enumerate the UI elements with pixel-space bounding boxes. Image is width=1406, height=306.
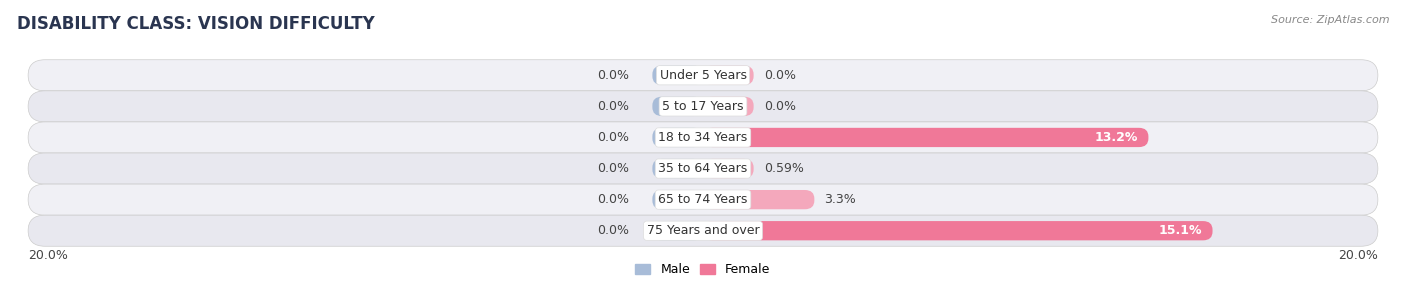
FancyBboxPatch shape	[28, 215, 1378, 246]
Text: 0.59%: 0.59%	[763, 162, 804, 175]
Legend: Male, Female: Male, Female	[631, 259, 775, 280]
FancyBboxPatch shape	[703, 66, 754, 85]
Text: 0.0%: 0.0%	[596, 162, 628, 175]
FancyBboxPatch shape	[703, 159, 754, 178]
Text: 15.1%: 15.1%	[1159, 224, 1202, 237]
Text: 0.0%: 0.0%	[596, 131, 628, 144]
Text: 0.0%: 0.0%	[596, 69, 628, 82]
Text: 5 to 17 Years: 5 to 17 Years	[662, 100, 744, 113]
FancyBboxPatch shape	[652, 221, 703, 240]
FancyBboxPatch shape	[28, 153, 1378, 184]
Text: 0.0%: 0.0%	[763, 69, 796, 82]
Text: Under 5 Years: Under 5 Years	[659, 69, 747, 82]
Text: 0.0%: 0.0%	[596, 193, 628, 206]
FancyBboxPatch shape	[28, 122, 1378, 153]
FancyBboxPatch shape	[703, 190, 814, 209]
FancyBboxPatch shape	[652, 128, 703, 147]
Text: 0.0%: 0.0%	[596, 224, 628, 237]
Text: 35 to 64 Years: 35 to 64 Years	[658, 162, 748, 175]
Text: Source: ZipAtlas.com: Source: ZipAtlas.com	[1271, 15, 1389, 25]
FancyBboxPatch shape	[703, 128, 1149, 147]
FancyBboxPatch shape	[28, 91, 1378, 122]
Text: 3.3%: 3.3%	[824, 193, 856, 206]
FancyBboxPatch shape	[652, 66, 703, 85]
Text: 0.0%: 0.0%	[596, 100, 628, 113]
FancyBboxPatch shape	[703, 97, 754, 116]
FancyBboxPatch shape	[652, 159, 703, 178]
Text: DISABILITY CLASS: VISION DIFFICULTY: DISABILITY CLASS: VISION DIFFICULTY	[17, 15, 374, 33]
Text: 65 to 74 Years: 65 to 74 Years	[658, 193, 748, 206]
Text: 75 Years and over: 75 Years and over	[647, 224, 759, 237]
Text: 18 to 34 Years: 18 to 34 Years	[658, 131, 748, 144]
FancyBboxPatch shape	[28, 184, 1378, 215]
FancyBboxPatch shape	[652, 97, 703, 116]
Text: 20.0%: 20.0%	[1339, 249, 1378, 262]
FancyBboxPatch shape	[652, 190, 703, 209]
Text: 20.0%: 20.0%	[28, 249, 67, 262]
Text: 0.0%: 0.0%	[763, 100, 796, 113]
Text: 13.2%: 13.2%	[1095, 131, 1139, 144]
FancyBboxPatch shape	[703, 221, 1212, 240]
FancyBboxPatch shape	[28, 60, 1378, 91]
